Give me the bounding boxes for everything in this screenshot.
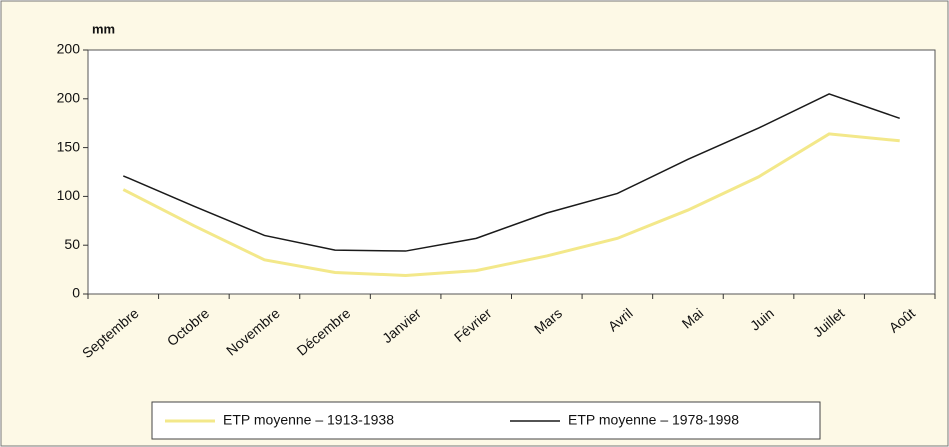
- y-tick-label: 0: [72, 285, 80, 301]
- y-tick-label: 200: [57, 41, 81, 57]
- series-line: [122, 93, 900, 252]
- legend: [151, 401, 821, 440]
- legend-label: ETP moyenne – 1978-1998: [568, 412, 739, 428]
- y-axis-label: mm: [92, 21, 115, 36]
- y-tick-label: 100: [57, 187, 81, 203]
- series-line: [122, 132, 900, 277]
- y-tick-label: 50: [64, 236, 80, 252]
- y-tick-label: 150: [57, 138, 81, 154]
- plot-area: [87, 49, 936, 295]
- y-tick-label: 200: [57, 90, 81, 106]
- legend-label: ETP moyenne – 1913-1938: [223, 412, 394, 428]
